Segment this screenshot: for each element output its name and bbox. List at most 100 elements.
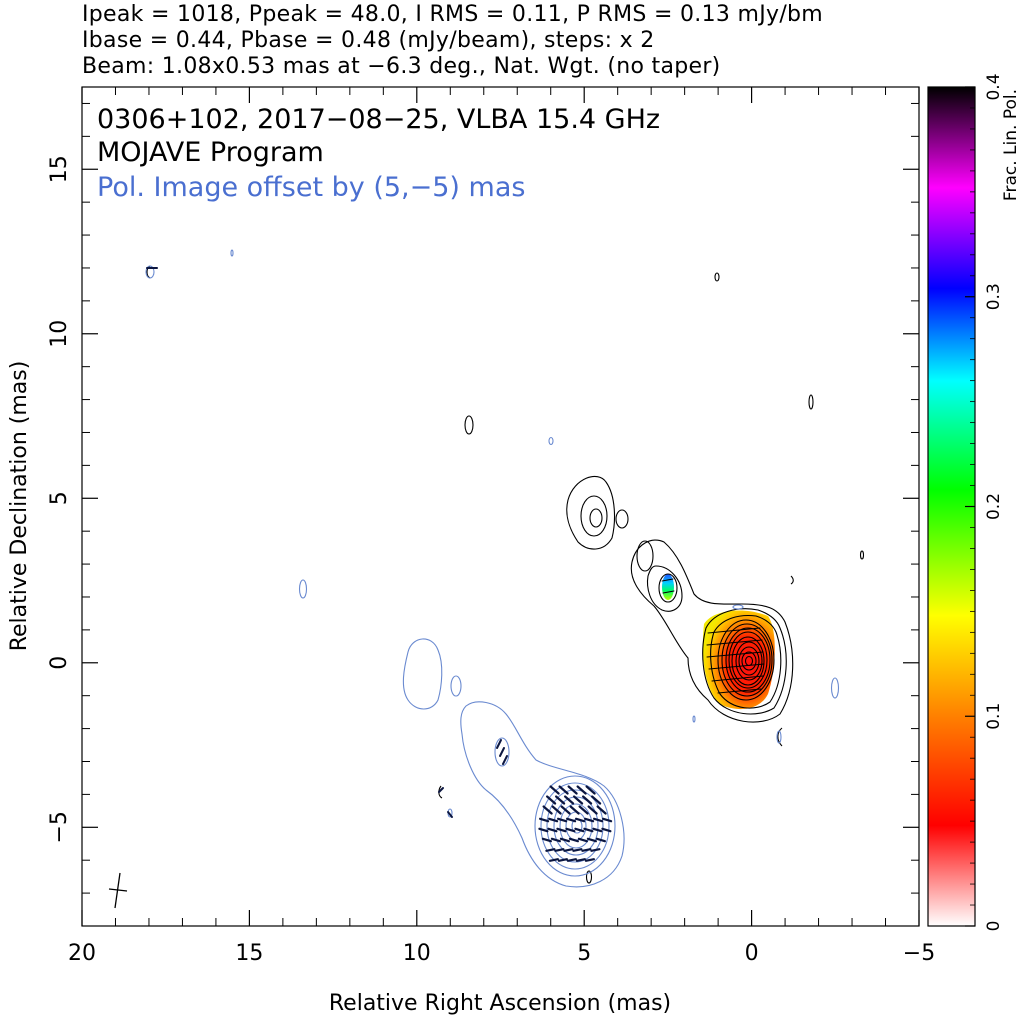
- evpa-stick: [572, 795, 584, 805]
- evpa-stick: [554, 848, 565, 852]
- evpa-stick: [559, 837, 571, 843]
- evpa-stick: [574, 817, 586, 823]
- plot-frame: [81, 86, 920, 927]
- contour-knot-4: [636, 540, 654, 572]
- pol-knot-evpa-3: [502, 755, 508, 765]
- y-tick-label: −5: [47, 811, 72, 843]
- evpa-stick: [565, 817, 577, 823]
- pol-contour-iso-9: [776, 730, 782, 744]
- evpa-stick: [584, 858, 596, 862]
- contour-blob-outer: [566, 476, 616, 550]
- evpa-stick: [601, 827, 612, 833]
- evpa-stick: [548, 858, 560, 862]
- colorbar-axis: 0 0.1 0.2 0.3 0.4: [965, 73, 1004, 931]
- contour-isolated-3: [808, 394, 814, 410]
- pol-contour-r6: [565, 811, 587, 841]
- pol-contours: [145, 249, 840, 888]
- contour-core-5: [721, 623, 773, 697]
- x-tick-label: 0: [745, 941, 759, 966]
- pol-offset-note: Pol. Image offset by (5,−5) mas: [97, 172, 525, 203]
- evpa-stick: [592, 817, 604, 823]
- evpa-stick: [578, 805, 589, 815]
- evpa-stick: [581, 848, 592, 852]
- contour-core-4: [717, 619, 775, 701]
- evpa-stick: [542, 805, 553, 815]
- core-evpa-vectors: [661, 578, 765, 694]
- colorbar-tick-label: 0.3: [984, 283, 1004, 310]
- evpa-stick: [550, 837, 562, 843]
- pol-contour-outer-a: [402, 638, 443, 710]
- evpa-stick: [566, 858, 578, 862]
- core-evpa-4: [708, 663, 765, 670]
- x-tick-label: −5: [903, 941, 935, 966]
- evpa-stick: [572, 848, 583, 852]
- evpa-stick: [547, 827, 558, 833]
- colorbar-tick-label: 0.2: [984, 493, 1004, 520]
- evpa-stick: [601, 817, 613, 823]
- contour-core-8: [731, 636, 765, 686]
- pol-contour-iso-5: [145, 265, 155, 279]
- contour-knot-3: [658, 573, 678, 603]
- evpa-stick: [568, 837, 580, 843]
- contour-isolated-1: [464, 415, 474, 435]
- knot-fpol-image: [662, 574, 674, 600]
- pol-contour-iso-10: [732, 604, 744, 610]
- evpa-stick: [590, 795, 602, 805]
- pol-contour-iso-3: [548, 436, 554, 446]
- knot-evpa-2: [662, 590, 675, 594]
- colorbar-tick-label: 0: [984, 921, 1004, 932]
- knot-evpa-1: [661, 578, 674, 582]
- contour-blob-inner: [589, 508, 603, 528]
- x-tick-label: 5: [577, 941, 591, 966]
- evpa-stick: [592, 827, 603, 833]
- evpa-stick: [586, 837, 598, 843]
- pol-contour-r3: [546, 789, 604, 863]
- core-evpa-5: [711, 675, 764, 682]
- evpa-stick: [558, 785, 569, 795]
- evpa-stick: [563, 795, 575, 805]
- pol-contour-r1: [534, 775, 616, 877]
- contour-knot-2: [646, 565, 683, 612]
- x-tick-label: 20: [68, 941, 96, 966]
- pol-contour-iso-6: [230, 249, 234, 257]
- evpa-stick: [556, 827, 567, 833]
- stokes-i-contours: [146, 265, 865, 884]
- contour-outer-jet: [630, 539, 794, 723]
- header-line-2: Ibase = 0.44, Pbase = 0.48 (mJy/beam), s…: [82, 28, 655, 53]
- evpa-stick: [569, 805, 580, 815]
- pol-knot-evpa: [146, 267, 508, 818]
- evpa-stick: [541, 837, 553, 843]
- contour-blob-side: [615, 509, 629, 529]
- evpa-stick: [577, 837, 589, 843]
- evpa-stick: [575, 858, 587, 862]
- pol-contour-knot: [494, 737, 510, 767]
- header-line-3: Beam: 1.08x0.53 mas at −6.3 deg., Nat. W…: [82, 54, 721, 79]
- evpa-stick: [538, 827, 549, 833]
- pol-contour-iso-2: [298, 579, 308, 599]
- evpa-stick: [585, 785, 596, 795]
- pol-contour-iso-1: [450, 675, 462, 697]
- contour-core-2: [702, 608, 787, 715]
- evpa-stick: [551, 805, 562, 815]
- contour-core-9: [735, 641, 763, 681]
- pol-contour-r2: [540, 782, 610, 870]
- x-tick-label: 15: [235, 941, 263, 966]
- y-tick-label: 0: [47, 656, 72, 670]
- evpa-stick: [556, 817, 568, 823]
- evpa-stick: [538, 817, 550, 823]
- contour-isolated-4: [859, 550, 865, 560]
- x-tick-label: 10: [403, 941, 431, 966]
- contour-isolated-5: [790, 575, 794, 585]
- contour-isolated-7: [585, 870, 593, 884]
- colorbar-tick-label: 0.4: [984, 73, 1004, 100]
- evpa-stick: [596, 805, 607, 815]
- map-title: 0306+102, 2017−08−25, VLBA 15.4 GHz: [97, 104, 660, 135]
- colorbar-tick-label: 0.1: [984, 703, 1004, 730]
- evpa-stick: [587, 805, 598, 815]
- evpa-stick: [557, 858, 569, 862]
- evpa-stick: [565, 827, 576, 833]
- pol-contour-outer-b: [460, 701, 625, 888]
- core-evpa-6: [717, 688, 762, 694]
- pol-knot-evpa-2: [499, 747, 505, 757]
